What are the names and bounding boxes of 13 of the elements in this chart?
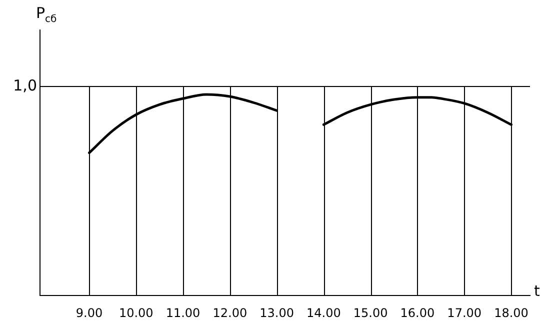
ref-line-label: 1,0	[13, 76, 37, 94]
x-tick-label: 12.00	[212, 306, 248, 320]
x-tick-label: 11.00	[166, 306, 200, 320]
x-tick-label: 18.00	[494, 306, 528, 320]
x-tick-label: 15.00	[353, 306, 388, 320]
y-axis-title: P$_{сб}$	[36, 4, 57, 25]
x-tick-label: 9.00	[76, 306, 103, 320]
x-tick-label: 10.00	[118, 306, 154, 320]
x-tick-label: 17.00	[447, 306, 482, 320]
x-tick-label: 14.00	[306, 306, 341, 320]
x-axis-title: t	[534, 282, 540, 300]
x-tick-label: 16.00	[400, 306, 435, 320]
x-tick-label: 13.00	[260, 306, 294, 320]
